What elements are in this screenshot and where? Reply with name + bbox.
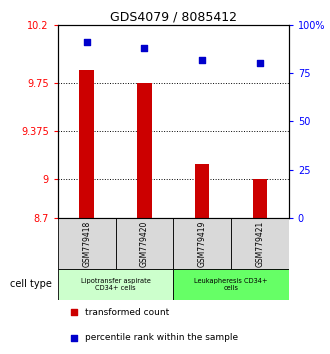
- Point: [142, 45, 147, 51]
- Point: [84, 39, 89, 45]
- Text: cell type: cell type: [10, 279, 52, 289]
- Bar: [231, 218, 289, 269]
- Point: [199, 57, 205, 62]
- Bar: [80, 70, 94, 218]
- Bar: [195, 164, 209, 218]
- Bar: [173, 269, 289, 299]
- Bar: [137, 83, 151, 218]
- Bar: [58, 218, 115, 269]
- Point: [257, 61, 263, 66]
- Bar: [173, 218, 231, 269]
- Title: GDS4079 / 8085412: GDS4079 / 8085412: [110, 11, 237, 24]
- Text: Lipotransfer aspirate
CD34+ cells: Lipotransfer aspirate CD34+ cells: [81, 278, 150, 291]
- Text: GSM779420: GSM779420: [140, 220, 149, 267]
- Point: [71, 335, 77, 341]
- Text: GSM779418: GSM779418: [82, 220, 91, 267]
- Text: GSM779419: GSM779419: [198, 220, 207, 267]
- Text: Leukapheresis CD34+
cells: Leukapheresis CD34+ cells: [194, 278, 268, 291]
- Bar: [115, 218, 173, 269]
- Text: percentile rank within the sample: percentile rank within the sample: [85, 333, 239, 342]
- Bar: [58, 269, 173, 299]
- Text: GSM779421: GSM779421: [255, 220, 264, 267]
- Text: transformed count: transformed count: [85, 308, 170, 317]
- Bar: [253, 179, 267, 218]
- Point: [71, 309, 77, 315]
